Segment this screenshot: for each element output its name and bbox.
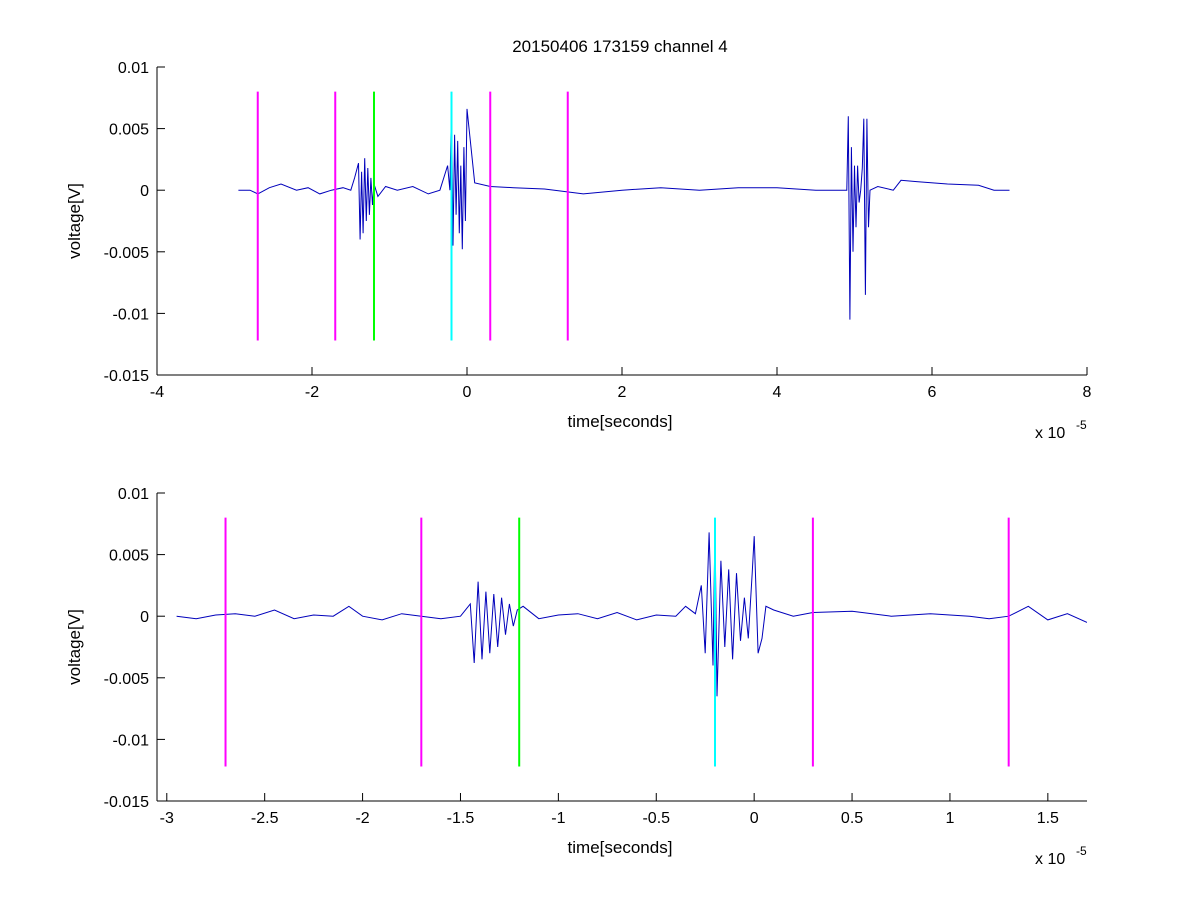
voltage-trace (176, 527, 1087, 697)
x-tick-label: 2 (618, 384, 627, 401)
x-tick-label: 8 (1083, 384, 1092, 401)
x-tick-label: 0.5 (841, 810, 863, 827)
bottom-plot: -3 -2.5 -2 -1.5 -1 -0.5 0 0.5 1 1.5 -0.015 -0.01 -0.… (65, 486, 1087, 868)
y-tick-label: 0.005 (109, 548, 149, 565)
voltage-trace (238, 105, 1010, 320)
y-tick-label: -0.015 (104, 794, 149, 811)
y-tick-label: -0.015 (104, 368, 149, 385)
y-tick-label: -0.005 (104, 245, 149, 262)
y-tick-label: -0.01 (113, 732, 150, 749)
x-tick-label: -0.5 (642, 810, 670, 827)
x-tick-label: -2 (355, 810, 369, 827)
y-tick-label: 0.01 (118, 60, 149, 77)
x-tick-label: -1 (551, 810, 565, 827)
chart-title: 20150406 173159 channel 4 (512, 37, 728, 56)
x-axis-label: time[seconds] (568, 838, 673, 857)
x-tick-label: 1.5 (1037, 810, 1059, 827)
top-plot: -4 -2 0 2 4 6 8 -0.015 -0.01 -0.005 0 0.005 0.01 time… (65, 60, 1092, 442)
y-tick-label: 0.01 (118, 486, 149, 503)
y-tick-label: 0.005 (109, 122, 149, 139)
x-multiplier-exponent: -5 (1076, 844, 1087, 858)
x-tick-label: 4 (773, 384, 782, 401)
x-tick-label: 1 (945, 810, 954, 827)
x-tick-label: -4 (150, 384, 164, 401)
x-multiplier: x 10 (1035, 425, 1065, 442)
x-tick-label: 0 (463, 384, 472, 401)
x-tick-label: -1.5 (447, 810, 475, 827)
y-tick-label: -0.01 (113, 306, 150, 323)
x-tick-label: -2 (305, 384, 319, 401)
x-multiplier: x 10 (1035, 851, 1065, 868)
y-tick-label: -0.005 (104, 671, 149, 688)
y-tick-label: 0 (140, 609, 149, 626)
x-multiplier-exponent: -5 (1076, 418, 1087, 432)
y-tick-label: 0 (140, 183, 149, 200)
x-tick-label: 0 (750, 810, 759, 827)
x-tick-label: 6 (928, 384, 937, 401)
x-tick-label: -2.5 (251, 810, 279, 827)
y-axis-label: voltage[V] (65, 609, 84, 685)
x-axis-label: time[seconds] (568, 412, 673, 431)
x-tick-label: -3 (160, 810, 174, 827)
y-axis-label: voltage[V] (65, 183, 84, 259)
